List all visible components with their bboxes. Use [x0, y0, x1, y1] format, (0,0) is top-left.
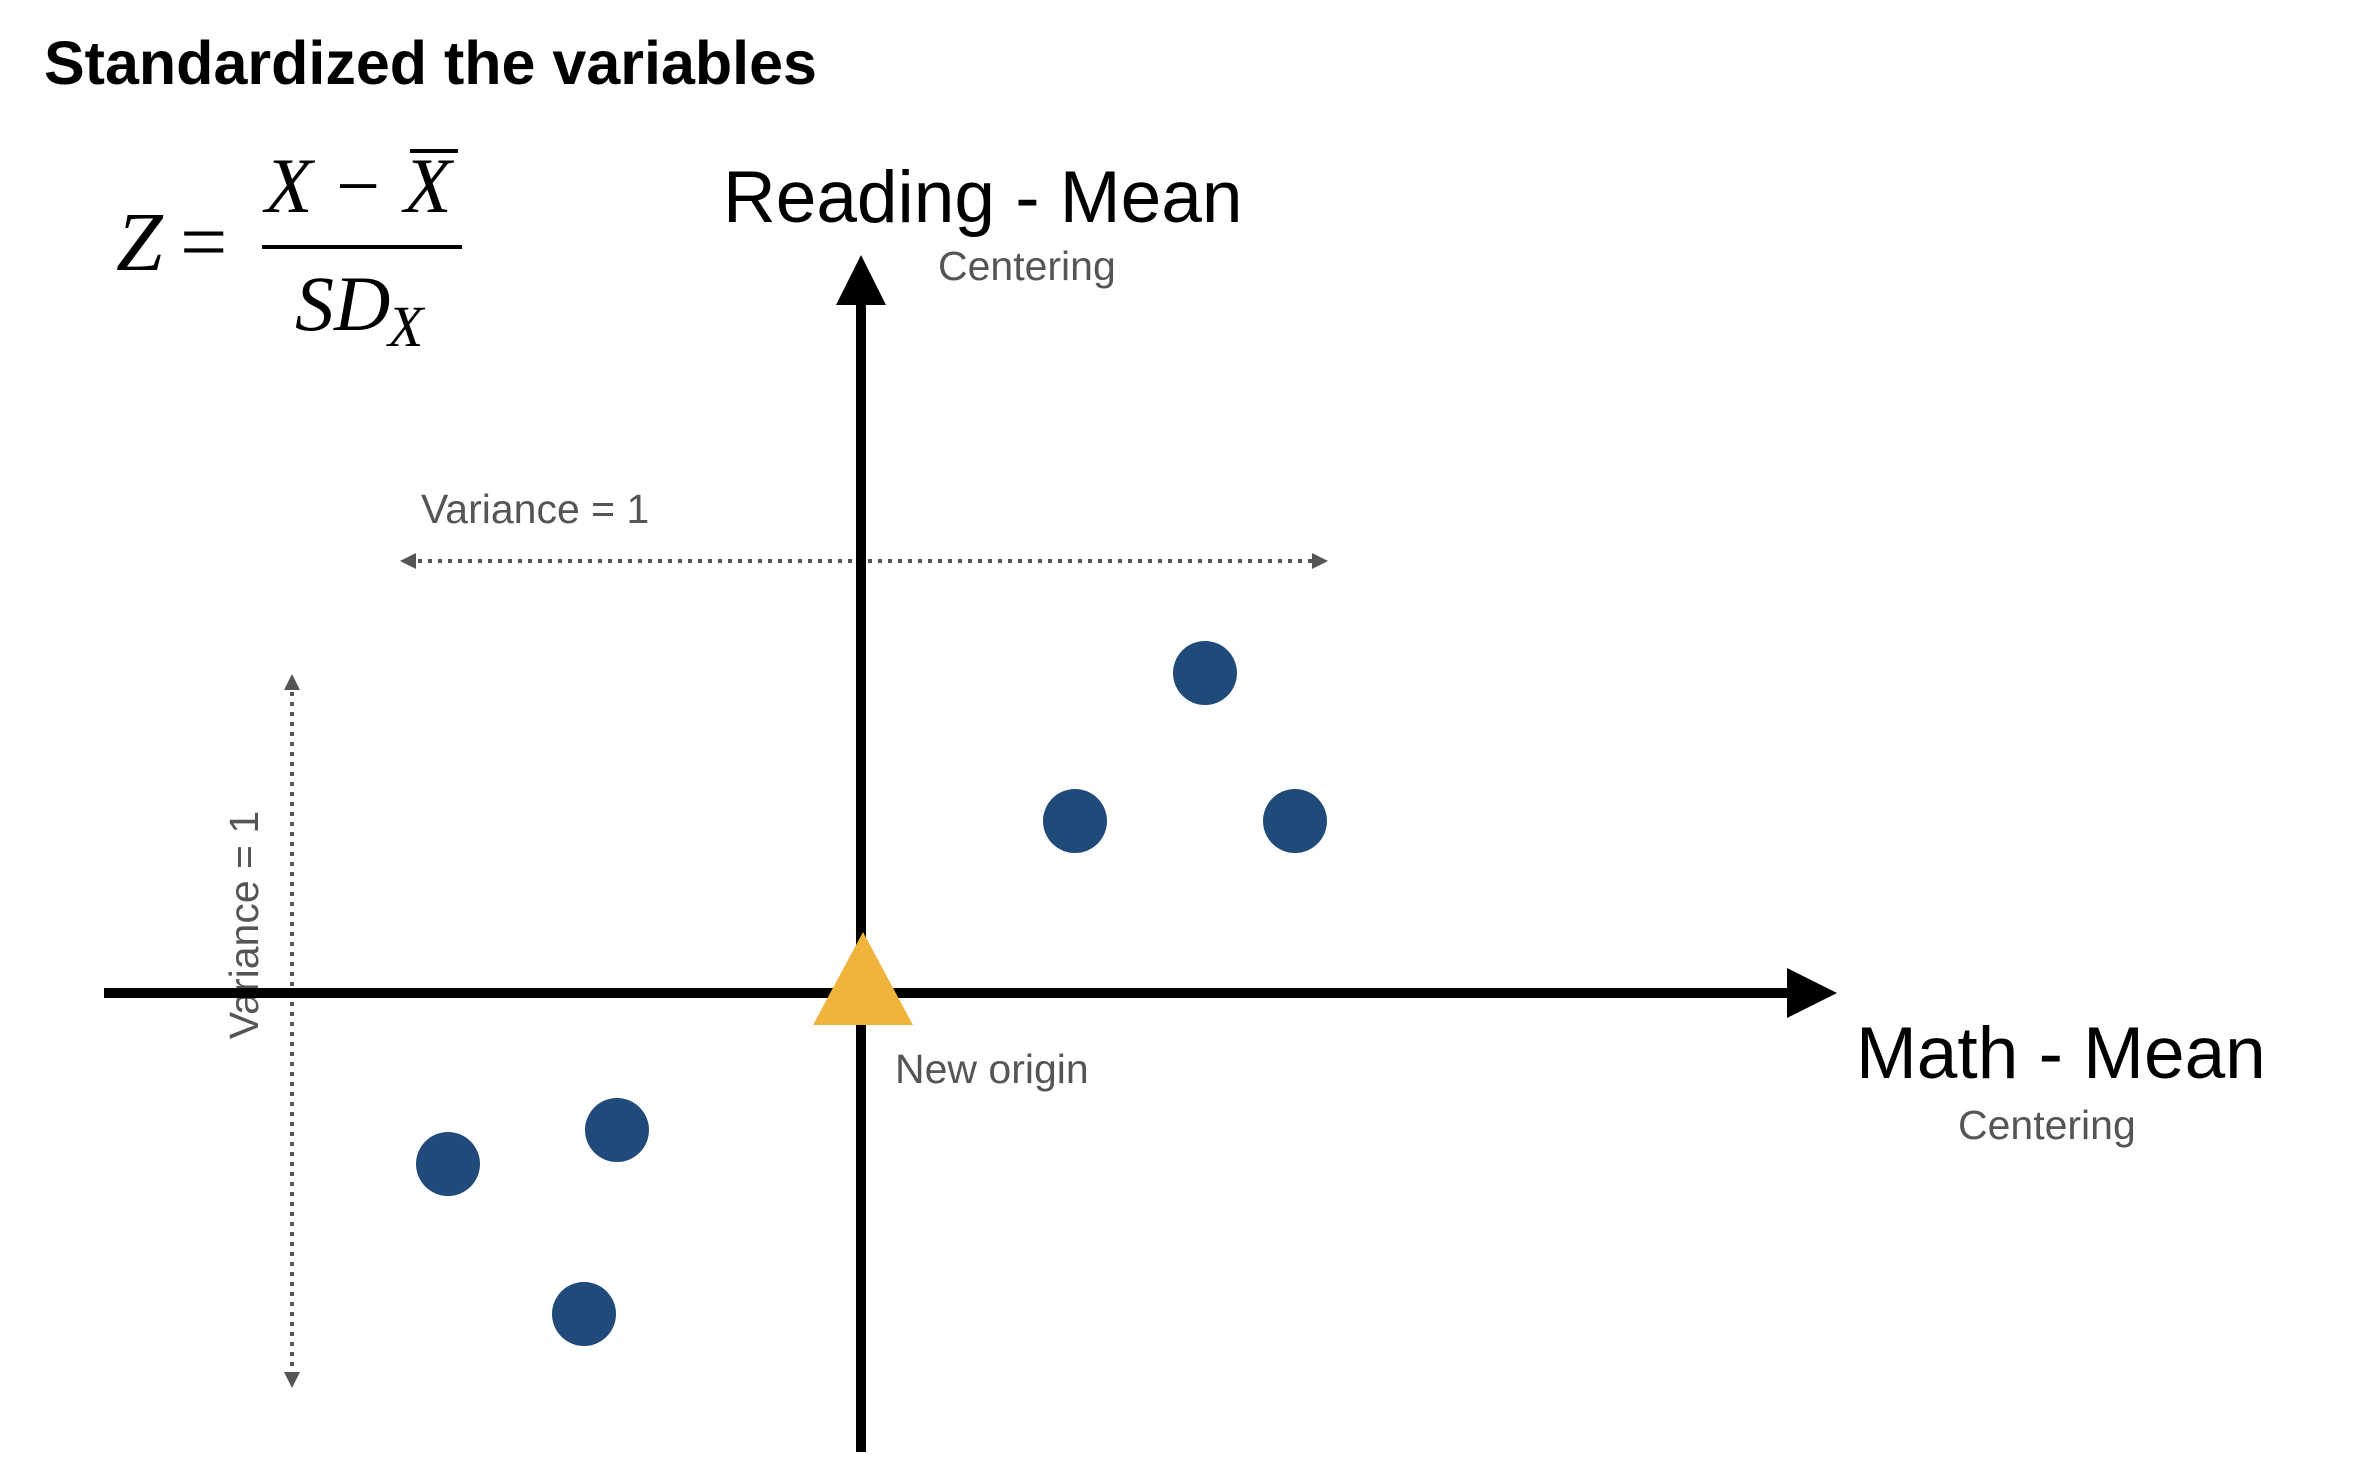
diagram-title: Standardized the variables — [44, 29, 817, 97]
formula-denominator-subscript: X — [386, 294, 426, 359]
z-score-formula: Z = X − X SD X — [116, 142, 462, 359]
data-point — [1263, 789, 1327, 853]
formula-numerator-x: X — [262, 142, 316, 229]
y-axis-subtitle: Centering — [938, 243, 1116, 289]
data-point — [585, 1098, 649, 1162]
x-axis-subtitle: Centering — [1958, 1102, 2136, 1148]
formula-z: Z — [116, 196, 164, 289]
triangle-marker-icon — [813, 932, 913, 1025]
origin-label: New origin — [895, 1046, 1089, 1092]
y-axis-title: Reading - Mean — [723, 157, 1242, 238]
formula-denominator-sd: SD — [295, 260, 390, 347]
formula-minus: − — [336, 142, 380, 229]
variance-horizontal-label: Variance = 1 — [421, 486, 649, 532]
x-axis-title: Math - Mean — [1856, 1013, 2266, 1094]
data-point — [1043, 789, 1107, 853]
data-point — [552, 1282, 616, 1346]
variance-vertical-label: Variance = 1 — [221, 811, 267, 1039]
formula-equals: = — [180, 196, 227, 289]
data-point — [1173, 641, 1237, 705]
formula-numerator-xbar: X — [401, 142, 455, 229]
data-point — [416, 1132, 480, 1196]
